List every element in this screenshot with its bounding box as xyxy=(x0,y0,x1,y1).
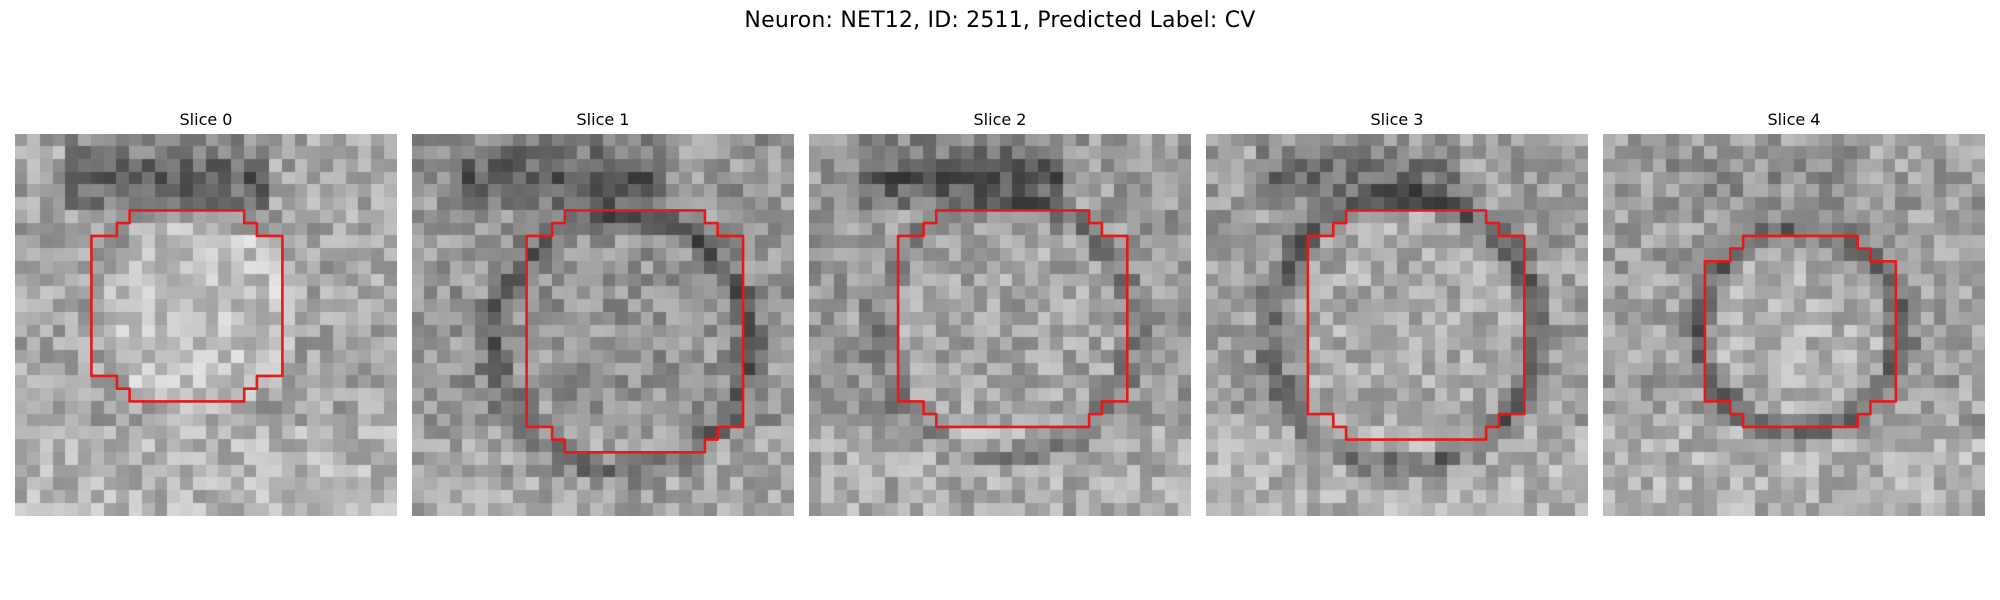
roi-contour xyxy=(90,209,284,403)
slice-panel-3: Slice 3 xyxy=(1206,108,1588,516)
figure-title: Neuron: NET12, ID: 2511, Predicted Label… xyxy=(744,8,1256,33)
slice-title: Slice 3 xyxy=(1370,110,1424,129)
roi-contour xyxy=(1306,209,1526,441)
slice-title: Slice 4 xyxy=(1767,110,1821,129)
slice-panel-4: Slice 4 xyxy=(1603,108,1985,516)
slice-title: Slice 2 xyxy=(973,110,1027,129)
roi-contour xyxy=(1703,234,1898,429)
em-image xyxy=(15,134,397,516)
roi-contour xyxy=(896,209,1129,429)
em-image xyxy=(1603,134,1985,516)
slice-title: Slice 0 xyxy=(179,110,233,129)
slice-title: Slice 1 xyxy=(576,110,630,129)
slice-panel-0: Slice 0 xyxy=(15,108,397,516)
slice-panel-2: Slice 2 xyxy=(809,108,1191,516)
slice-panel-1: Slice 1 xyxy=(412,108,794,516)
roi-contour xyxy=(525,209,745,454)
